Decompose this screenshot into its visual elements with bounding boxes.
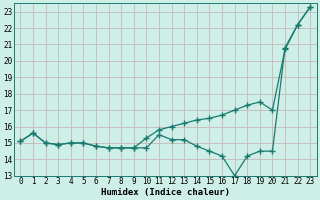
X-axis label: Humidex (Indice chaleur): Humidex (Indice chaleur): [101, 188, 230, 197]
